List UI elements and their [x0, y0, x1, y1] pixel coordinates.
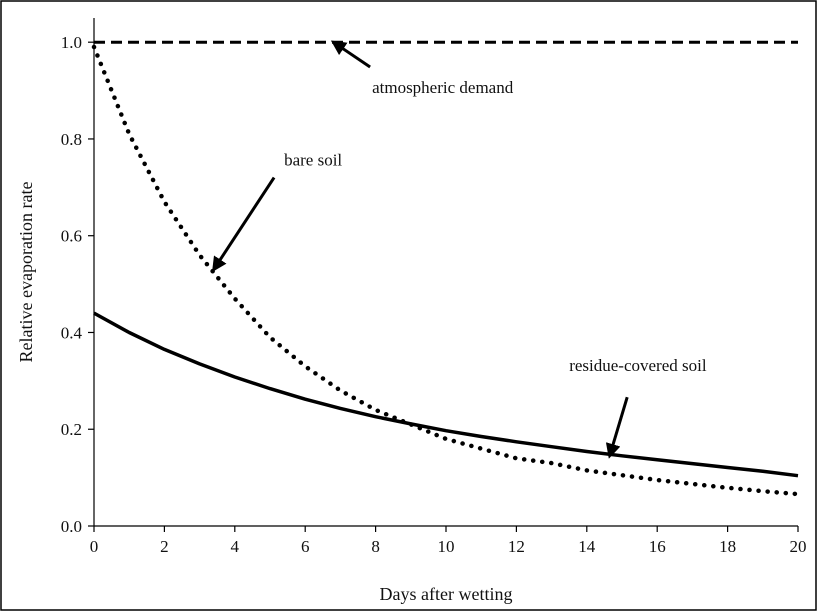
x-tick-label: 2	[160, 537, 169, 556]
x-tick-label: 0	[90, 537, 99, 556]
annotation-arrow	[212, 176, 276, 273]
series-line-bare	[91, 44, 801, 497]
x-tick-label: 18	[719, 537, 736, 556]
y-tick-label: 0.2	[61, 420, 82, 439]
annotation-arrow	[605, 396, 629, 459]
y-tick-label: 0.8	[61, 130, 82, 149]
y-tick-label: 0.6	[61, 227, 82, 246]
y-tick-label: 0.0	[61, 517, 82, 536]
series-line-residue	[93, 311, 799, 478]
x-tick-label: 14	[578, 537, 596, 556]
x-tick-label: 6	[301, 537, 310, 556]
x-tick-label: 12	[508, 537, 525, 556]
x-tick-label: 10	[438, 537, 455, 556]
annotation-label: atmospheric demand	[372, 78, 514, 97]
annotation-label: bare soil	[284, 151, 342, 170]
y-axis-title: Relative evaporation rate	[16, 182, 36, 363]
y-tick-label: 0.4	[61, 323, 83, 342]
x-tick-label: 8	[371, 537, 380, 556]
x-axis-title: Days after wetting	[380, 584, 513, 604]
x-tick-label: 4	[231, 537, 240, 556]
annotation-arrow	[330, 40, 371, 69]
y-tick-label: 1.0	[61, 33, 82, 52]
x-tick-label: 16	[649, 537, 666, 556]
annotation-label: residue-covered soil	[569, 356, 707, 375]
x-tick-label: 20	[790, 537, 807, 556]
plot-area: 0 2 4 6 8 10 12 14 16 18 20 0.0 0.2 0.4 0.6 0.8 1.0 Days …	[16, 18, 807, 604]
